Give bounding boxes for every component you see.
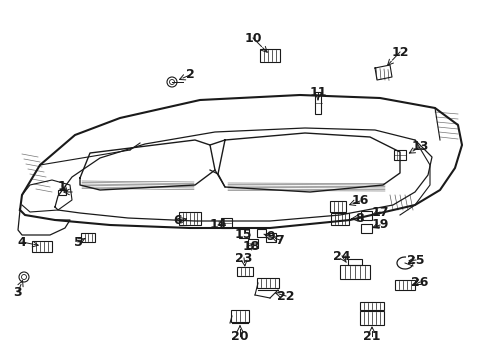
- Bar: [359, 311, 383, 325]
- Bar: [393, 150, 405, 160]
- Bar: [220, 218, 231, 228]
- Text: 15: 15: [234, 229, 251, 242]
- Text: 9: 9: [266, 230, 275, 243]
- Text: 4: 4: [18, 235, 26, 248]
- Text: 16: 16: [350, 194, 368, 207]
- Bar: [32, 240, 52, 252]
- Text: 22: 22: [277, 289, 294, 302]
- Bar: [239, 229, 248, 238]
- Bar: [81, 233, 95, 242]
- Bar: [256, 229, 265, 237]
- Bar: [360, 211, 371, 220]
- Bar: [58, 189, 66, 194]
- Bar: [330, 213, 348, 225]
- Text: 6: 6: [173, 215, 182, 228]
- Bar: [265, 233, 275, 242]
- Bar: [247, 238, 258, 248]
- Bar: [339, 265, 369, 279]
- Bar: [230, 310, 248, 322]
- Text: 21: 21: [363, 329, 380, 342]
- Text: 14: 14: [209, 219, 226, 231]
- Bar: [237, 266, 252, 275]
- Text: 12: 12: [390, 45, 408, 58]
- Text: 25: 25: [407, 253, 424, 266]
- Text: 24: 24: [332, 249, 350, 262]
- Text: 11: 11: [308, 85, 326, 99]
- Bar: [257, 278, 279, 288]
- Bar: [179, 211, 201, 225]
- Text: 8: 8: [355, 211, 364, 225]
- Bar: [329, 201, 346, 211]
- Bar: [314, 92, 320, 114]
- Text: 7: 7: [275, 234, 284, 247]
- Text: 10: 10: [244, 31, 261, 45]
- Text: 23: 23: [235, 252, 252, 265]
- Text: 20: 20: [231, 329, 248, 342]
- Text: 1: 1: [58, 180, 66, 193]
- Text: 18: 18: [242, 239, 259, 252]
- Bar: [260, 49, 280, 62]
- Bar: [347, 259, 361, 265]
- Bar: [394, 280, 414, 290]
- Bar: [359, 302, 383, 310]
- Text: 26: 26: [410, 275, 428, 288]
- Text: 17: 17: [370, 206, 388, 219]
- Text: 5: 5: [74, 235, 82, 248]
- Text: 13: 13: [410, 140, 428, 153]
- Text: 3: 3: [14, 285, 22, 298]
- Text: 2: 2: [185, 68, 194, 81]
- Bar: [360, 224, 371, 233]
- Text: 19: 19: [370, 219, 388, 231]
